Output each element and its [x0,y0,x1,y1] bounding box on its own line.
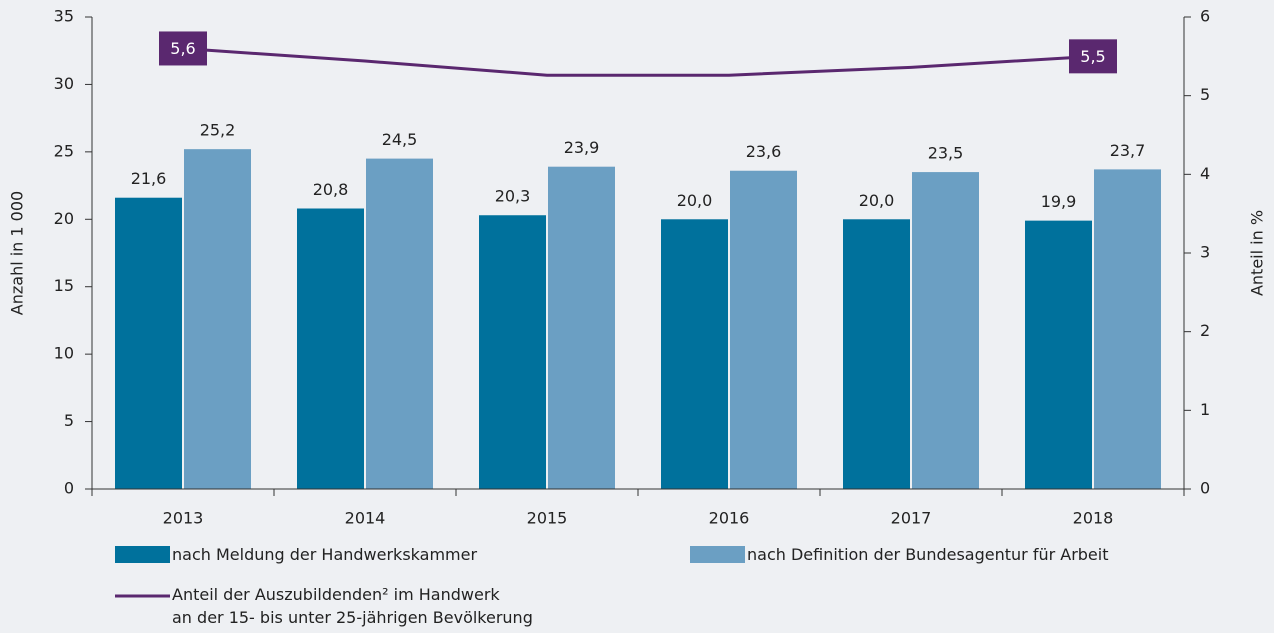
bar [843,219,910,490]
y2-tick-label: 0 [1200,479,1210,498]
x-tick-label: 2013 [163,509,204,528]
x-tick-label: 2017 [891,509,932,528]
bar [115,197,182,490]
bar-value-label: 25,2 [200,121,236,140]
line-label-box [159,31,207,66]
y2-tick-label: 3 [1200,243,1210,262]
y2-tick-label: 4 [1200,164,1210,183]
bar [1094,169,1161,490]
bar [912,172,979,490]
x-tick-label: 2018 [1073,509,1114,528]
bar [661,219,728,490]
bar-value-label: 24,5 [382,130,418,149]
bar-value-label: 23,9 [564,138,600,157]
y-tick-label: 15 [54,276,74,295]
legend-label: nach Definition der Bundesagentur für Ar… [747,545,1109,564]
line-value-label: 5,5 [1080,47,1105,66]
y-tick-label: 0 [64,479,74,498]
legend-label: nach Meldung der Handwerkskammer [172,545,478,564]
y2-axis-title: Anteil in % [1248,210,1267,296]
y-tick-label: 35 [54,7,74,26]
line [182,46,1094,77]
bar [297,208,364,490]
bar [548,166,615,490]
line-label-box [1069,39,1117,74]
y-tick-label: 20 [54,209,74,228]
bar [730,170,797,490]
bar-value-label: 19,9 [1041,192,1077,211]
bar [366,158,433,489]
legend-swatch [115,546,170,563]
legend-label: Anteil der Auszubildenden² im Handwerk a… [172,585,533,627]
y-axis-title: Anzahl in 1 000 [8,191,27,315]
bar-value-label: 20,8 [313,180,349,199]
y2-tick-label: 6 [1200,7,1210,26]
bar-value-label: 21,6 [131,169,167,188]
y-tick-label: 30 [54,74,74,93]
bar-value-label: 23,5 [928,144,964,163]
bar-value-label: 20,3 [495,187,531,206]
y2-tick-label: 1 [1200,400,1210,419]
y-tick-label: 25 [54,141,74,160]
bar [1025,220,1092,490]
x-tick-label: 2014 [345,509,386,528]
bar-value-label: 23,6 [746,142,782,161]
x-tick-label: 2015 [527,509,568,528]
y-tick-label: 10 [54,344,74,363]
bar [184,149,251,489]
bar-value-label: 23,7 [1110,141,1146,160]
bar-value-label: 20,0 [859,191,895,210]
legend-swatch [690,546,745,563]
bar [479,215,546,490]
y2-tick-label: 5 [1200,85,1210,104]
line-value-label: 5,6 [170,39,195,58]
bar-value-label: 20,0 [677,191,713,210]
y-tick-label: 5 [64,411,74,430]
y2-tick-label: 2 [1200,321,1210,340]
x-tick-label: 2016 [709,509,750,528]
